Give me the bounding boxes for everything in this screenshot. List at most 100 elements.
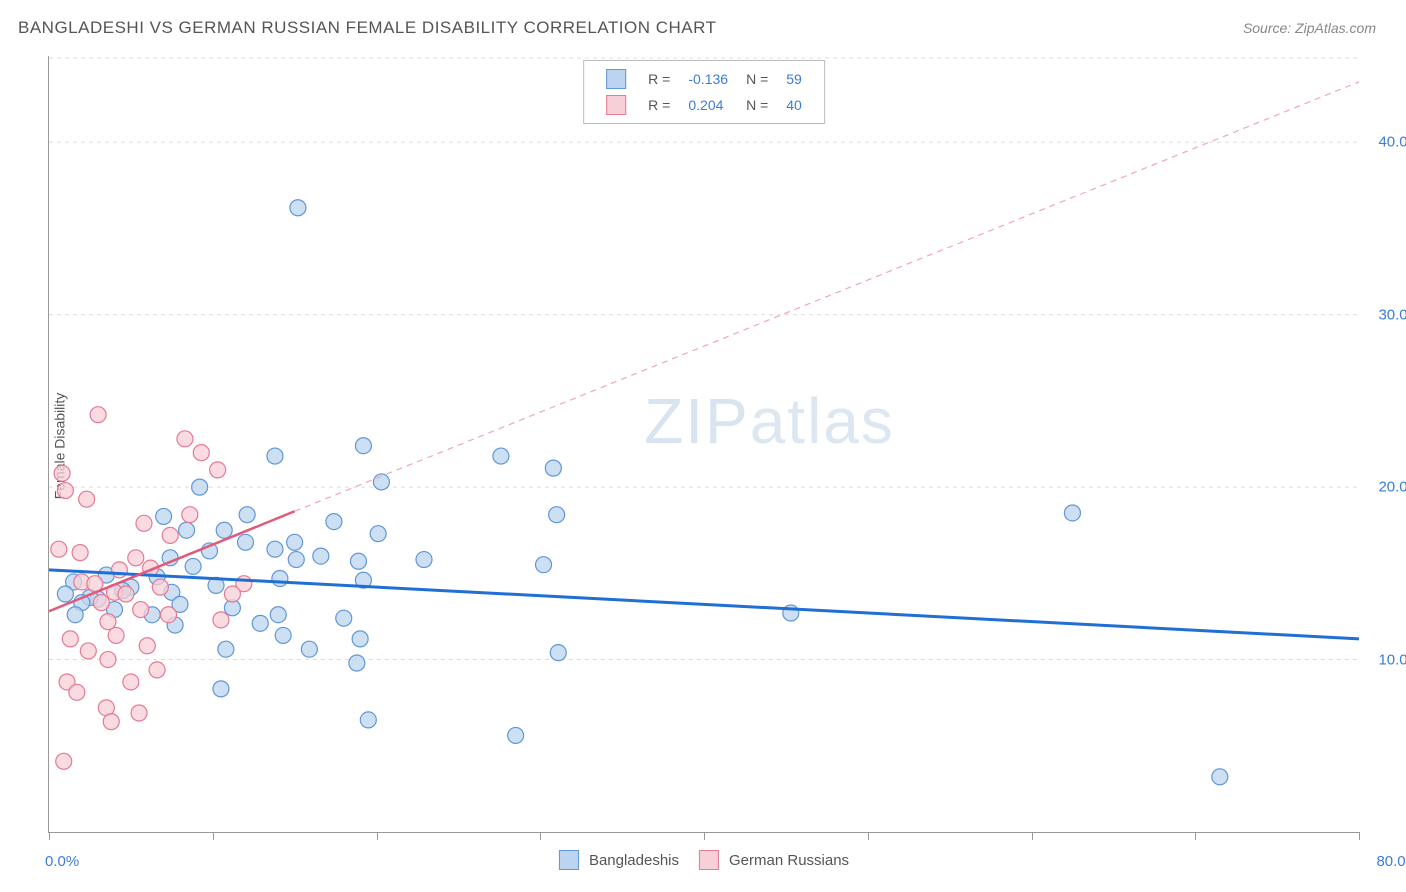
scatter-point bbox=[93, 595, 109, 611]
legend-item: German Russians bbox=[699, 850, 849, 870]
scatter-point bbox=[416, 552, 432, 568]
scatter-point bbox=[111, 562, 127, 578]
scatter-point bbox=[1064, 505, 1080, 521]
scatter-point bbox=[69, 684, 85, 700]
scatter-point bbox=[549, 507, 565, 523]
plot-area: ZIPatlas 10.0%20.0%30.0%40.0% 0.0% 80.0%… bbox=[48, 56, 1359, 833]
y-tick-label: 30.0% bbox=[1378, 306, 1406, 323]
scatter-point bbox=[192, 479, 208, 495]
x-axis-min-label: 0.0% bbox=[45, 853, 79, 870]
scatter-point bbox=[267, 541, 283, 557]
scatter-point bbox=[56, 753, 72, 769]
scatter-point bbox=[213, 681, 229, 697]
scatter-point bbox=[161, 607, 177, 623]
r-value: 0.204 bbox=[680, 93, 736, 117]
scatter-point bbox=[128, 550, 144, 566]
scatter-point bbox=[54, 465, 70, 481]
legend-swatch bbox=[606, 95, 626, 115]
x-tick bbox=[213, 832, 214, 840]
x-tick bbox=[377, 832, 378, 840]
scatter-point bbox=[267, 448, 283, 464]
scatter-point bbox=[545, 460, 561, 476]
scatter-point bbox=[149, 662, 165, 678]
scatter-point bbox=[210, 462, 226, 478]
scatter-point bbox=[67, 607, 83, 623]
legend-swatch bbox=[606, 69, 626, 89]
series-legend: Bangladeshis German Russians bbox=[559, 850, 849, 870]
scatter-point bbox=[72, 545, 88, 561]
legend-label: German Russians bbox=[729, 852, 849, 869]
scatter-point bbox=[352, 631, 368, 647]
scatter-point bbox=[313, 548, 329, 564]
scatter-point bbox=[100, 652, 116, 668]
scatter-point bbox=[123, 674, 139, 690]
scatter-point bbox=[224, 586, 240, 602]
scatter-point bbox=[301, 641, 317, 657]
scatter-point bbox=[493, 448, 509, 464]
plot-svg bbox=[49, 56, 1359, 832]
legend-item: Bangladeshis bbox=[559, 850, 679, 870]
x-tick bbox=[868, 832, 869, 840]
scatter-point bbox=[252, 615, 268, 631]
scatter-point bbox=[239, 507, 255, 523]
r-label: R = bbox=[640, 93, 678, 117]
scatter-point bbox=[270, 607, 286, 623]
scatter-point bbox=[103, 714, 119, 730]
x-axis-max-label: 80.0% bbox=[1376, 853, 1406, 870]
x-tick bbox=[540, 832, 541, 840]
scatter-point bbox=[57, 483, 73, 499]
chart-title: BANGLADESHI VS GERMAN RUSSIAN FEMALE DIS… bbox=[18, 18, 716, 38]
scatter-point bbox=[108, 627, 124, 643]
scatter-point bbox=[177, 431, 193, 447]
scatter-point bbox=[80, 643, 96, 659]
y-tick-label: 20.0% bbox=[1378, 479, 1406, 496]
legend-swatch bbox=[559, 850, 579, 870]
scatter-point bbox=[350, 553, 366, 569]
scatter-point bbox=[508, 727, 524, 743]
r-value: -0.136 bbox=[680, 67, 736, 91]
y-tick-label: 40.0% bbox=[1378, 134, 1406, 151]
legend-swatch bbox=[699, 850, 719, 870]
n-value: 59 bbox=[778, 67, 810, 91]
scatter-point bbox=[360, 712, 376, 728]
scatter-point bbox=[216, 522, 232, 538]
x-tick bbox=[1359, 832, 1360, 840]
scatter-point bbox=[355, 438, 371, 454]
scatter-point bbox=[139, 638, 155, 654]
scatter-point bbox=[51, 541, 67, 557]
scatter-point bbox=[272, 571, 288, 587]
scatter-point bbox=[182, 507, 198, 523]
trend-line bbox=[295, 82, 1359, 511]
scatter-point bbox=[62, 631, 78, 647]
scatter-point bbox=[550, 645, 566, 661]
scatter-point bbox=[349, 655, 365, 671]
scatter-point bbox=[57, 586, 73, 602]
n-value: 40 bbox=[778, 93, 810, 117]
scatter-point bbox=[162, 527, 178, 543]
scatter-point bbox=[193, 445, 209, 461]
scatter-point bbox=[118, 586, 134, 602]
scatter-point bbox=[185, 558, 201, 574]
scatter-point bbox=[287, 534, 303, 550]
scatter-point bbox=[290, 200, 306, 216]
scatter-point bbox=[536, 557, 552, 573]
n-label: N = bbox=[738, 93, 776, 117]
scatter-point bbox=[152, 579, 168, 595]
scatter-point bbox=[326, 514, 342, 530]
scatter-point bbox=[336, 610, 352, 626]
y-tick-label: 10.0% bbox=[1378, 651, 1406, 668]
scatter-point bbox=[90, 407, 106, 423]
stats-legend-row: R =-0.136N =59 bbox=[598, 67, 810, 91]
r-label: R = bbox=[640, 67, 678, 91]
scatter-point bbox=[213, 612, 229, 628]
scatter-point bbox=[133, 602, 149, 618]
scatter-point bbox=[370, 526, 386, 542]
scatter-point bbox=[1212, 769, 1228, 785]
scatter-point bbox=[179, 522, 195, 538]
scatter-point bbox=[238, 534, 254, 550]
scatter-point bbox=[136, 515, 152, 531]
n-label: N = bbox=[738, 67, 776, 91]
x-tick bbox=[1032, 832, 1033, 840]
stats-legend: R =-0.136N =59R =0.204N =40 bbox=[583, 60, 825, 124]
trend-line bbox=[49, 570, 1359, 639]
